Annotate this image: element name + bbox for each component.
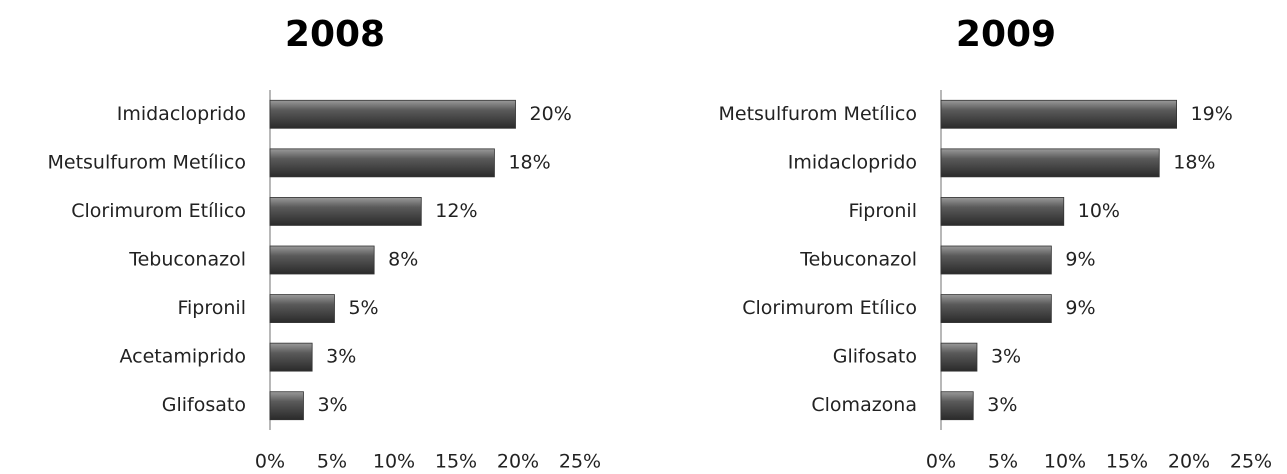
category-label: Imidacloprido	[117, 103, 246, 125]
value-label: 3%	[317, 394, 347, 416]
category-label: Clorimurom Etílico	[71, 200, 246, 222]
value-label: 5%	[348, 297, 378, 319]
bar	[269, 391, 304, 421]
bar	[940, 294, 1052, 323]
value-label: 3%	[991, 346, 1021, 368]
category-label: Imidacloprido	[788, 151, 917, 173]
chart-title: 2008	[285, 14, 385, 55]
x-tick-label: 10%	[1044, 451, 1086, 473]
bar	[940, 148, 1160, 178]
category-label: Tebuconazol	[799, 249, 917, 271]
bar	[269, 245, 375, 275]
x-tick-label: 20%	[497, 451, 539, 473]
category-label: Clorimurom Etílico	[742, 297, 917, 319]
bar	[269, 294, 335, 323]
category-label: Metsulfurom Metílico	[719, 103, 918, 125]
value-label: 3%	[987, 394, 1017, 416]
x-tick-label: 5%	[317, 451, 347, 473]
category-label: Tebuconazol	[128, 249, 246, 271]
value-label: 9%	[1065, 297, 1095, 319]
category-label: Fipronil	[177, 297, 246, 319]
x-tick-label: 0%	[926, 451, 956, 473]
bar	[940, 391, 974, 421]
category-label: Acetamiprido	[119, 346, 246, 368]
x-tick-label: 0%	[255, 451, 285, 473]
x-tick-label: 25%	[559, 451, 601, 473]
value-label: 20%	[530, 103, 572, 125]
x-tick-label: 25%	[1230, 451, 1272, 473]
bar	[940, 245, 1052, 275]
category-label: Glifosato	[162, 394, 246, 416]
bar	[269, 148, 495, 178]
x-tick-label: 10%	[373, 451, 415, 473]
value-label: 8%	[388, 249, 418, 271]
value-label: 10%	[1078, 200, 1120, 222]
category-label: Fipronil	[848, 200, 917, 222]
category-label: Clomazona	[811, 394, 917, 416]
x-tick-label: 15%	[1106, 451, 1148, 473]
category-label: Glifosato	[833, 346, 917, 368]
value-label: 18%	[508, 151, 550, 173]
bar	[269, 197, 422, 226]
value-label: 9%	[1065, 249, 1095, 271]
x-tick-label: 15%	[435, 451, 477, 473]
bar	[940, 342, 978, 372]
bar	[940, 99, 1178, 129]
category-label: Metsulfurom Metílico	[48, 151, 247, 173]
bar	[269, 342, 313, 372]
bar	[940, 197, 1065, 226]
value-label: 3%	[326, 346, 356, 368]
value-label: 12%	[435, 200, 477, 222]
bar	[269, 99, 516, 129]
chart-title: 2009	[956, 14, 1056, 55]
value-label: 19%	[1191, 103, 1233, 125]
x-tick-label: 5%	[988, 451, 1018, 473]
x-tick-label: 20%	[1168, 451, 1210, 473]
value-label: 18%	[1173, 151, 1215, 173]
